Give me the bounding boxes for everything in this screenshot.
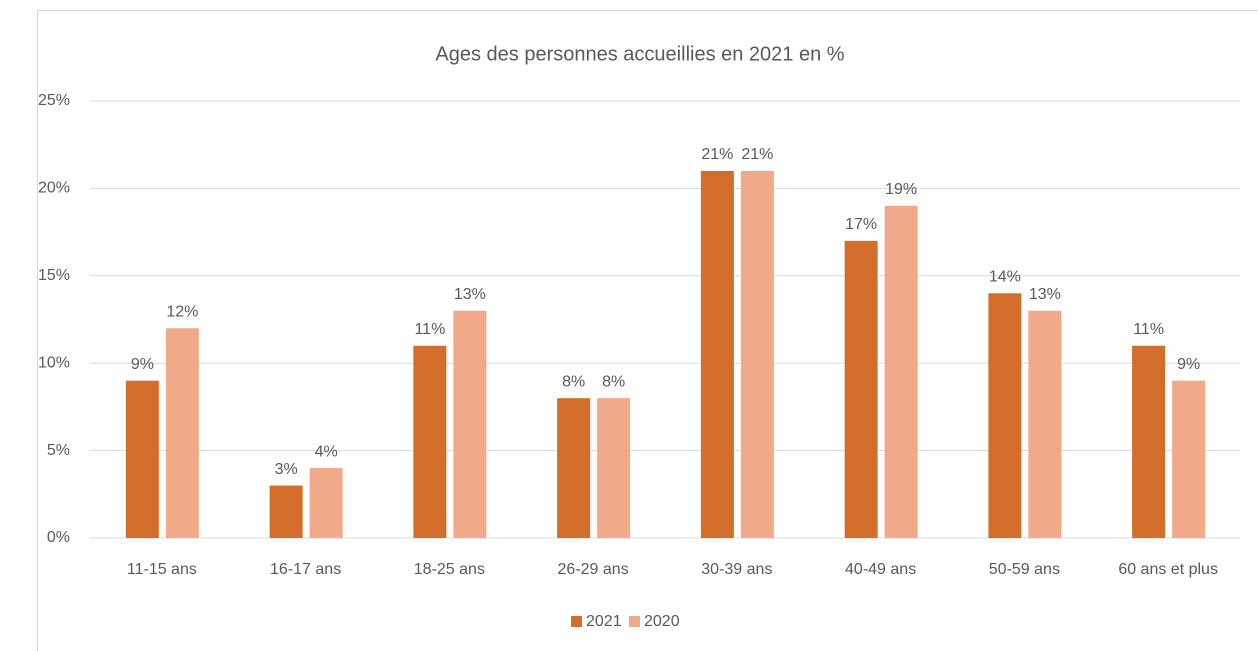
legend-swatch — [629, 616, 640, 627]
data-label: 17% — [845, 216, 877, 233]
data-label: 13% — [1029, 286, 1061, 303]
data-label: 13% — [454, 286, 486, 303]
bar — [269, 485, 303, 538]
chart-title: Ages des personnes accueillies en 2021 e… — [435, 43, 844, 65]
bar — [125, 380, 159, 538]
bar — [1132, 345, 1166, 538]
x-tick-label: 50-59 ans — [989, 561, 1060, 578]
bar — [597, 398, 631, 538]
data-label: 4% — [315, 443, 338, 460]
bar — [1028, 310, 1062, 538]
bar — [413, 345, 447, 538]
y-tick-label: 15% — [38, 267, 70, 284]
bar — [557, 398, 591, 538]
bar — [1172, 380, 1206, 538]
data-label: 3% — [275, 461, 298, 478]
data-label: 12% — [166, 303, 198, 320]
data-label: 8% — [562, 373, 585, 390]
x-tick-label: 18-25 ans — [414, 561, 485, 578]
data-label: 11% — [1133, 321, 1164, 338]
bar — [844, 240, 878, 538]
data-label: 8% — [602, 373, 625, 390]
data-label: 9% — [1177, 356, 1200, 373]
bar — [165, 328, 199, 538]
bar — [988, 293, 1022, 538]
data-label: 11% — [414, 321, 445, 338]
bar — [700, 170, 734, 539]
x-tick-label: 16-17 ans — [270, 561, 341, 578]
chart-border — [37, 10, 1258, 651]
bar — [453, 310, 487, 538]
data-label: 19% — [885, 181, 917, 198]
data-label: 21% — [741, 146, 773, 163]
legend-swatch — [571, 616, 582, 627]
x-tick-label: 60 ans et plus — [1118, 561, 1218, 578]
data-label: 21% — [701, 146, 733, 163]
bar — [740, 170, 774, 539]
y-tick-label: 20% — [38, 180, 70, 197]
legend-label: 2021 — [586, 613, 622, 630]
y-tick-label: 0% — [47, 529, 70, 546]
x-tick-label: 30-39 ans — [701, 561, 772, 578]
data-label: 14% — [989, 268, 1021, 285]
y-tick-label: 25% — [38, 92, 70, 109]
bar — [884, 205, 918, 538]
y-tick-label: 5% — [47, 442, 70, 459]
x-tick-label: 11-15 ans — [127, 561, 197, 578]
x-tick-label: 40-49 ans — [845, 561, 916, 578]
bar — [309, 468, 343, 538]
x-tick-label: 26-29 ans — [558, 561, 629, 578]
legend-label: 2020 — [644, 613, 680, 630]
y-tick-label: 10% — [38, 354, 70, 371]
data-label: 9% — [131, 356, 154, 373]
